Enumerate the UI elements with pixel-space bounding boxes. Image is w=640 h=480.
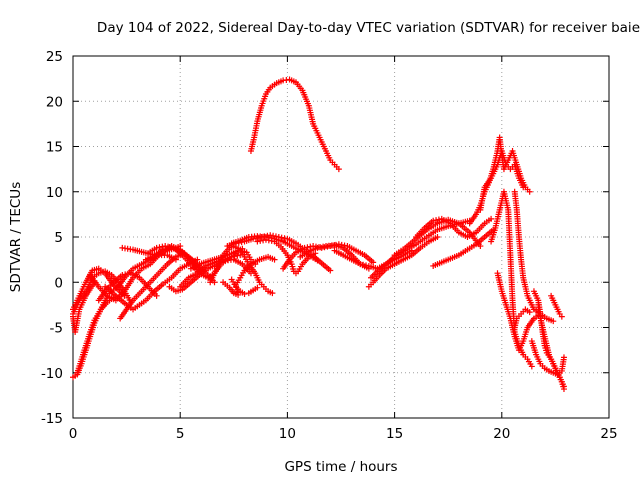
data-point — [520, 184, 527, 191]
data-point-interp — [167, 244, 174, 251]
data-point — [560, 354, 567, 361]
x-tick-label: 10 — [279, 426, 296, 442]
data-point — [488, 215, 495, 222]
x-axis-label: GPS time / hours — [284, 459, 397, 475]
data-point — [254, 284, 261, 291]
y-tick-label: 0 — [54, 275, 63, 291]
data-point-interp — [257, 237, 264, 244]
data-point-interp — [320, 243, 327, 250]
data-point-interp — [268, 237, 275, 244]
y-tick-label: 10 — [46, 185, 63, 201]
series-arc-12 — [145, 243, 212, 281]
data-point — [528, 363, 535, 370]
data-point — [301, 244, 308, 251]
y-tick-label: -5 — [50, 321, 63, 337]
axis-ticks: 0 5 10 15 20 25 -15 -10 -5 0 5 10 15 20 25 — [41, 49, 618, 442]
data-point — [430, 217, 437, 224]
data-point — [314, 244, 321, 251]
y-tick-label: 15 — [46, 140, 63, 156]
data-point — [477, 243, 484, 250]
chart-title: Day 104 of 2022, Sidereal Day-to-day VTE… — [97, 20, 640, 36]
data-point — [526, 188, 533, 195]
series-arc-27 — [365, 234, 441, 290]
data-point — [153, 244, 160, 251]
x-tick-label: 20 — [493, 426, 510, 442]
x-tick-label: 15 — [386, 426, 403, 442]
data-point — [560, 386, 567, 393]
data-point-interp — [363, 262, 370, 269]
data-point — [327, 267, 334, 274]
y-axis-label: SDTVAR / TECUs — [8, 182, 24, 292]
series-arc-36 — [494, 270, 544, 354]
data-point-interp — [317, 244, 324, 251]
data-point-interp — [307, 243, 314, 250]
series-arc-33 — [477, 148, 527, 213]
series-arc-41 — [548, 292, 565, 320]
data-point — [119, 272, 126, 279]
data-point-interp — [260, 237, 267, 244]
data-layer — [70, 76, 567, 393]
x-tick-label: 0 — [69, 426, 78, 442]
data-point-interp — [156, 244, 163, 251]
series-arc-23 — [247, 76, 342, 173]
series-arc-37 — [511, 306, 533, 331]
data-point — [314, 257, 321, 264]
data-point-interp — [281, 235, 288, 242]
data-point — [241, 291, 248, 298]
data-point — [153, 292, 160, 299]
series-arc-04 — [70, 279, 98, 336]
series-arc-34 — [488, 188, 535, 370]
series-arc-30 — [413, 215, 495, 240]
data-point-interp — [165, 243, 172, 250]
data-point — [254, 238, 261, 245]
series-arc-38 — [530, 288, 567, 390]
data-point — [262, 236, 269, 243]
y-tick-label: 25 — [46, 49, 63, 65]
y-tick-label: 20 — [46, 94, 63, 110]
data-point — [550, 318, 557, 325]
x-tick-label: 25 — [600, 426, 617, 442]
data-point — [271, 256, 278, 263]
data-point — [335, 166, 342, 173]
data-point-interp — [125, 270, 132, 277]
series-arc-40 — [528, 338, 567, 378]
data-point-interp — [265, 237, 272, 244]
data-point — [269, 290, 276, 297]
data-point-interp — [435, 216, 442, 223]
y-tick-label: -10 — [41, 366, 63, 382]
series-arc-35 — [511, 188, 557, 325]
data-point — [558, 313, 565, 320]
data-point-interp — [159, 243, 166, 250]
x-tick-label: 5 — [176, 426, 185, 442]
series-arc-19 — [228, 276, 261, 298]
data-point — [162, 243, 169, 250]
series-arc-29 — [391, 216, 484, 259]
series-arc-08 — [95, 270, 160, 304]
data-point — [526, 309, 533, 316]
data-point — [357, 261, 364, 268]
y-tick-label: 5 — [54, 230, 63, 246]
data-point-interp — [304, 244, 311, 251]
y-tick-label: -15 — [41, 411, 63, 427]
data-point-interp — [360, 261, 367, 268]
data-point — [434, 234, 441, 240]
data-point-interp — [433, 217, 440, 224]
data-point — [160, 246, 167, 253]
data-point-interp — [122, 271, 129, 278]
